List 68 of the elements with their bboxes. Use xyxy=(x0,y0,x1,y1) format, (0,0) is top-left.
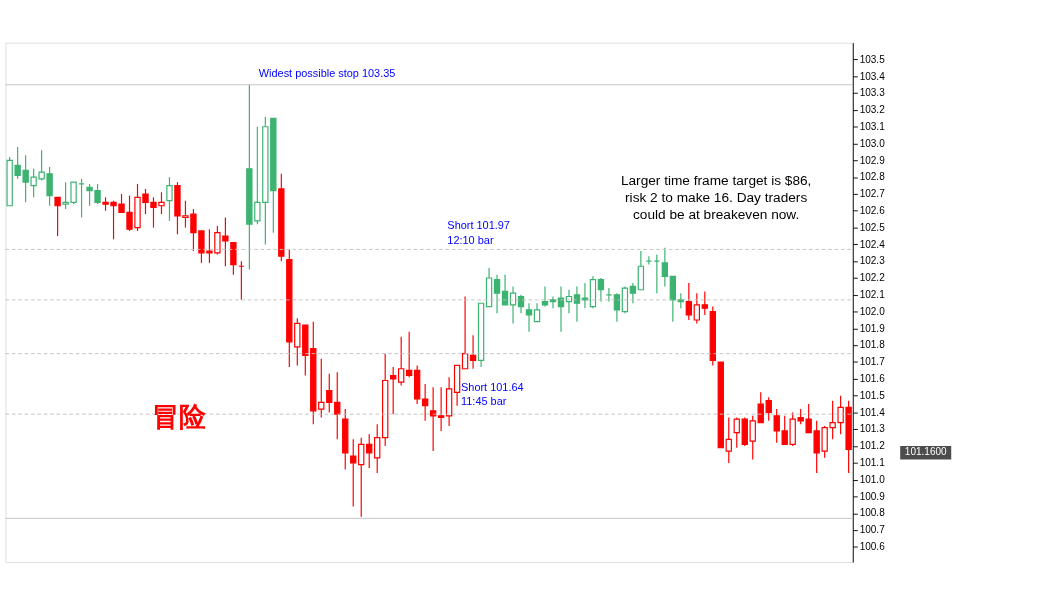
candlestick xyxy=(629,282,637,304)
y-tick-label: 102.1 xyxy=(859,289,886,300)
y-tick-label: 103.2 xyxy=(859,104,886,116)
candlestick xyxy=(669,275,677,323)
y-tick-label: 101.2 xyxy=(859,440,886,452)
candlestick xyxy=(701,290,708,316)
candlestick xyxy=(541,285,549,308)
y-tick-label: 103.1 xyxy=(859,120,886,132)
candlestick xyxy=(437,386,445,432)
candlestick xyxy=(685,282,693,321)
y-tick-label: 103.4 xyxy=(859,70,886,82)
y-tick-label: 102.2 xyxy=(859,272,886,284)
candlestick xyxy=(358,437,365,518)
text: 101.1600 xyxy=(904,446,948,458)
annotation: Larger time frame target is $86, risk 2 to make 16. Day traders could be at breakeven now. xyxy=(620,172,812,223)
y-tick-label: 100.8 xyxy=(859,507,886,519)
y-tick-label: 101.9 xyxy=(859,322,886,334)
y-tick-label: 102.5 xyxy=(859,221,886,233)
y-tick-label: 101.8 xyxy=(859,339,886,351)
candlestick xyxy=(350,438,357,508)
y-tick-label: 103.3 xyxy=(859,87,886,99)
y-tick-label: 102.3 xyxy=(859,255,886,267)
candlestick xyxy=(621,285,629,314)
y-tick-label: 100.9 xyxy=(859,490,886,502)
y-tick-label: 102.4 xyxy=(859,238,886,250)
candlestick xyxy=(405,331,413,378)
candlestick xyxy=(397,336,405,387)
y-tick-label: 103.5 xyxy=(859,53,886,65)
y-tick-label: 101.3 xyxy=(859,423,886,435)
ref-line-label: Widest possible stop 103.35 xyxy=(258,66,396,79)
candlestick xyxy=(533,302,541,323)
candlestick xyxy=(461,295,469,370)
y-tick-label: 100.6 xyxy=(859,541,886,553)
candlestick xyxy=(725,416,732,464)
candlestick xyxy=(230,242,237,276)
y-tick-label: 101.7 xyxy=(859,356,886,368)
candlestick xyxy=(613,292,621,323)
candlestick xyxy=(637,250,645,291)
y-tick-label: 102.9 xyxy=(859,154,886,166)
y-tick-label: 101.1 xyxy=(859,457,886,469)
candlestick xyxy=(374,423,381,474)
candlestick xyxy=(693,292,700,324)
y-tick-label: 100.7 xyxy=(859,524,886,536)
candlestick xyxy=(366,433,373,469)
candlestick xyxy=(166,176,173,222)
y-tick-label: 102.7 xyxy=(859,188,886,200)
candlestick xyxy=(525,302,533,333)
candlestick xyxy=(421,383,429,422)
annotation: 冒险 xyxy=(151,401,207,433)
candlestick xyxy=(573,285,581,323)
y-tick-label: 101.6 xyxy=(859,373,886,385)
candlestick xyxy=(661,247,669,287)
y-tick-label: 102.6 xyxy=(859,204,886,216)
candlestick xyxy=(493,274,501,314)
candlestick xyxy=(390,366,397,415)
y-tick-label: 103.0 xyxy=(859,137,886,149)
annotation: Short 101.64 11:45 bar xyxy=(461,380,524,408)
y-tick-label: 102.0 xyxy=(859,305,886,317)
y-tick-label: 101.0 xyxy=(859,473,886,485)
candlestick xyxy=(733,416,740,449)
y-tick-label: 102.8 xyxy=(859,171,886,183)
candlestick xyxy=(54,196,61,237)
y-tick-label: 101.5 xyxy=(859,389,886,401)
candlestick xyxy=(469,334,477,370)
annotation: Short 101.97 12:10 bar xyxy=(447,219,510,247)
y-tick-label: 101.4 xyxy=(859,406,886,418)
candlestick xyxy=(509,285,517,324)
candlestick xyxy=(597,277,605,303)
